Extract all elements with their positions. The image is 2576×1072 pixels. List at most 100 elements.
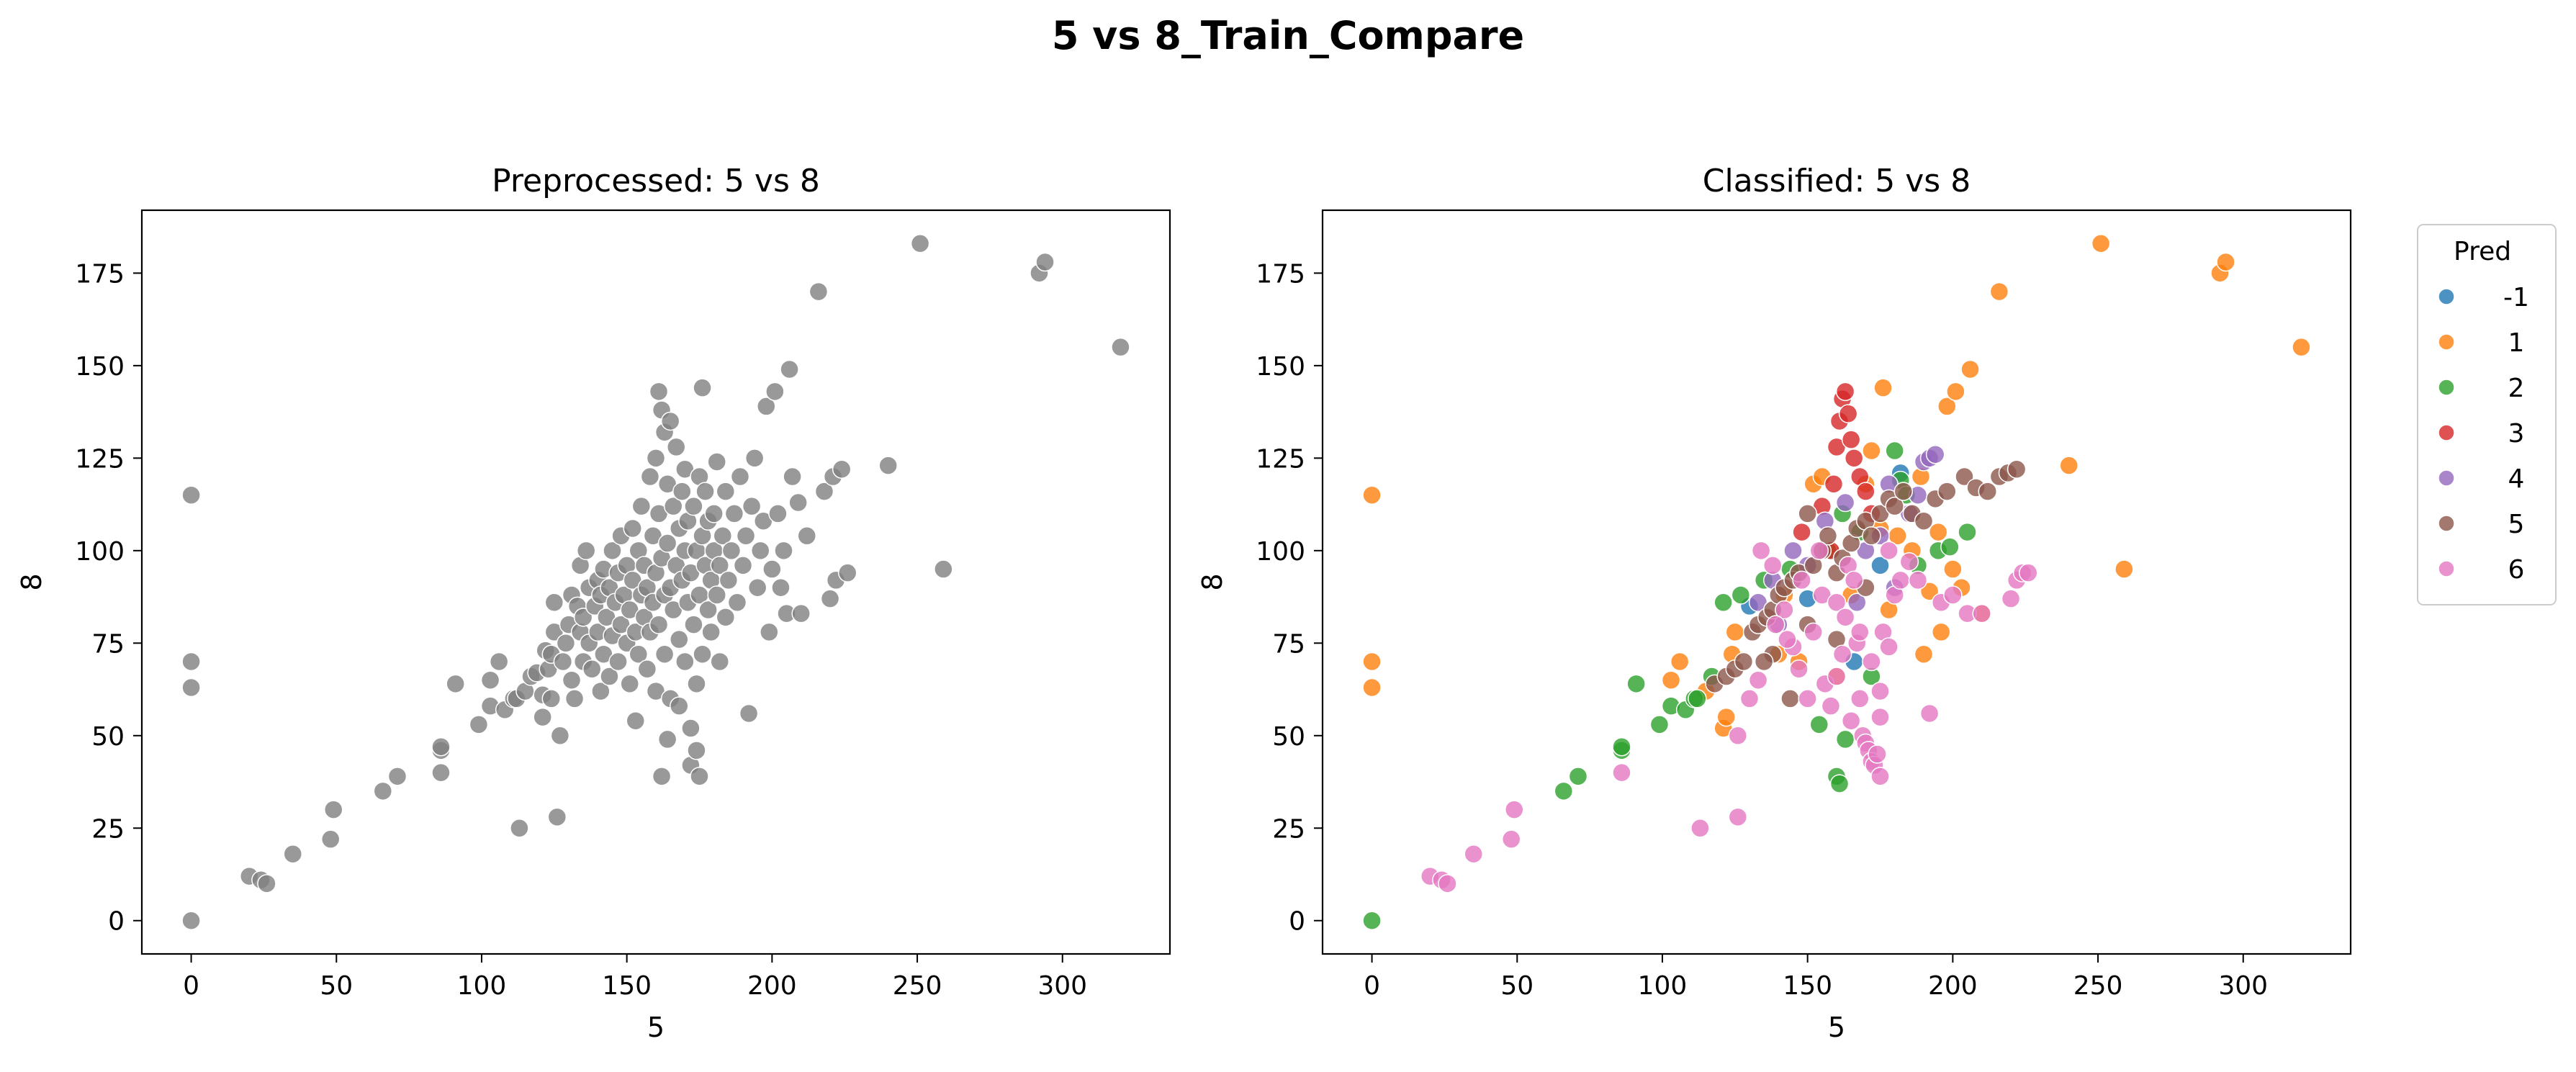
data-point	[573, 608, 593, 627]
y-tick-label: 125	[1256, 444, 1305, 474]
y-tick-label: 175	[75, 259, 125, 289]
x-axis-label: 5	[1828, 1012, 1845, 1043]
data-point	[687, 741, 706, 760]
data-point	[1946, 382, 1965, 402]
data-point	[757, 397, 776, 416]
data-point	[820, 589, 840, 608]
data-point	[1748, 670, 1768, 690]
data-point	[791, 603, 811, 623]
x-tick-label: 50	[1500, 971, 1534, 1001]
legend-marker	[2438, 515, 2455, 532]
data-point	[1978, 482, 1998, 501]
data-point	[1940, 537, 1960, 557]
data-point	[1943, 585, 1963, 605]
data-point	[780, 359, 799, 379]
data-point	[1661, 670, 1681, 690]
y-tick-label: 100	[75, 537, 125, 567]
data-point	[469, 715, 489, 734]
data-point	[631, 496, 652, 516]
data-point	[620, 674, 639, 694]
data-point	[1731, 585, 1751, 605]
x-tick-label: 150	[1783, 971, 1832, 1001]
data-point	[1835, 729, 1855, 749]
data-point	[2115, 559, 2134, 579]
data-point	[564, 689, 585, 708]
data-point	[1870, 556, 1890, 575]
data-point	[2018, 563, 2038, 582]
figure-title: 5 vs 8_Train_Compare	[1051, 13, 1525, 58]
data-point	[544, 593, 564, 613]
data-point	[1844, 570, 1864, 590]
data-point	[1798, 504, 1817, 523]
data-point	[1792, 570, 1811, 590]
data-point	[681, 719, 701, 738]
data-point	[1931, 622, 1951, 642]
scatter-points	[181, 234, 1130, 930]
data-point	[1827, 593, 1847, 613]
data-point	[646, 449, 666, 468]
legend-label: 4	[2508, 464, 2525, 494]
data-point	[742, 496, 762, 516]
data-point	[181, 911, 201, 930]
data-point	[1847, 593, 1867, 613]
data-point	[660, 411, 680, 431]
data-point	[1914, 644, 1934, 664]
data-point	[489, 652, 509, 672]
series-6	[1420, 541, 2038, 893]
data-point	[707, 452, 726, 472]
data-point	[547, 807, 567, 827]
y-tick-label: 150	[1256, 352, 1305, 382]
data-point	[690, 767, 709, 786]
data-point	[1734, 652, 1754, 672]
data-point	[675, 652, 695, 672]
data-point	[1809, 541, 1829, 561]
data-point	[1362, 652, 1382, 672]
x-tick-label: 0	[1364, 971, 1380, 1001]
data-point	[837, 563, 857, 582]
data-point	[1835, 492, 1855, 513]
legend-marker	[2438, 333, 2455, 351]
data-point	[1972, 603, 1991, 623]
data-point	[730, 467, 750, 487]
data-point	[582, 659, 602, 679]
data-point	[1891, 570, 1910, 590]
data-point	[1670, 652, 1690, 672]
data-point	[750, 541, 770, 561]
data-point	[652, 767, 672, 786]
data-point	[1862, 652, 1881, 672]
data-point	[684, 496, 703, 516]
data-point	[727, 593, 747, 613]
legend-label: 5	[2508, 510, 2525, 539]
data-point	[623, 518, 642, 539]
data-point	[1856, 482, 1875, 501]
data-point	[878, 456, 898, 475]
data-point	[687, 674, 706, 694]
data-point	[1862, 441, 1881, 461]
y-tick-label: 25	[91, 814, 125, 844]
data-point	[1960, 359, 1980, 379]
data-point	[716, 482, 736, 501]
x-tick-label: 100	[457, 971, 507, 1001]
data-point	[1035, 252, 1055, 272]
data-point	[541, 689, 562, 708]
data-point	[814, 482, 834, 501]
data-point	[832, 459, 852, 479]
data-point	[553, 652, 573, 672]
data-point	[1862, 526, 1881, 546]
data-point	[1798, 689, 1817, 708]
data-point	[1958, 522, 1977, 542]
data-point	[1716, 707, 1736, 727]
data-point	[910, 234, 930, 253]
data-point	[629, 644, 649, 664]
data-point	[1850, 622, 1870, 642]
data-point	[701, 622, 721, 642]
data-point	[431, 762, 451, 783]
data-point	[809, 281, 829, 302]
data-point	[693, 644, 712, 664]
data-point	[1690, 819, 1710, 838]
data-point	[1818, 526, 1838, 546]
legend-label: 1	[2508, 328, 2525, 358]
data-point	[1937, 397, 1957, 416]
data-point	[1943, 559, 1963, 579]
